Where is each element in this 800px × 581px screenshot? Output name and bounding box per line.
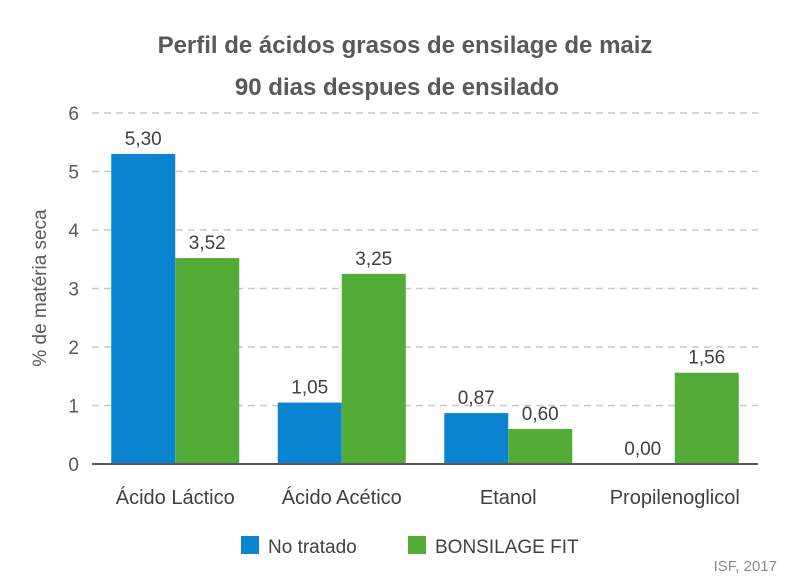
bar-no-tratado	[111, 153, 176, 464]
y-tick-label: 5	[68, 163, 79, 184]
legend: No tratado BONSILAGE FIT	[241, 536, 579, 558]
chart-title-line-2: 90 dias despues de ensilado	[235, 74, 559, 101]
bar-bonsilage-fit	[341, 273, 406, 464]
y-tick-label: 2	[68, 338, 79, 359]
bar-bonsilage-fit	[175, 258, 240, 464]
data-label: 3,25	[355, 249, 392, 270]
legend-swatch-bonsilage-fit	[408, 536, 426, 554]
category-label: Ácido Láctico	[116, 486, 235, 509]
y-tick-label: 3	[68, 280, 79, 301]
bar-no-tratado	[277, 402, 342, 464]
bar-bonsilage-fit	[674, 372, 739, 464]
category-label: Propilenoglicol	[610, 487, 740, 509]
data-label: 1,56	[688, 348, 725, 369]
data-label: 1,05	[291, 378, 328, 399]
data-label: 0,87	[458, 388, 495, 409]
category-label: Ácido Acético	[282, 486, 402, 509]
source-note: ISF, 2017	[714, 558, 777, 575]
y-tick-label: 1	[68, 397, 79, 418]
chart-title-line-1: Perfil de ácidos grasos de ensilage de m…	[158, 32, 653, 59]
data-label: 3,52	[189, 233, 226, 254]
data-labels: 5,30 3,52 1,05 3,25 0,87 0,60 0,00 1,56	[125, 129, 725, 460]
y-tick-label: 4	[68, 221, 79, 242]
data-label: 0,60	[522, 404, 559, 425]
legend-label-bonsilage-fit: BONSILAGE FIT	[435, 537, 579, 558]
y-tick-label: 6	[68, 104, 79, 125]
bar-bonsilage-fit	[508, 428, 573, 464]
y-axis-title: % de matéria seca	[30, 209, 51, 367]
data-label: 0,00	[624, 439, 661, 460]
bar-no-tratado	[444, 413, 509, 464]
category-label: Etanol	[480, 487, 537, 509]
data-label: 5,30	[125, 129, 162, 150]
y-tick-label: 0	[68, 455, 79, 476]
legend-label-no-tratado: No tratado	[268, 537, 357, 558]
legend-swatch-no-tratado	[241, 536, 259, 554]
category-labels: Ácido Láctico Ácido Acético Etanol Propilen…	[116, 486, 740, 509]
y-axis-ticks: 0 1 2 3 4 5 6	[68, 104, 79, 476]
bars	[111, 153, 739, 464]
